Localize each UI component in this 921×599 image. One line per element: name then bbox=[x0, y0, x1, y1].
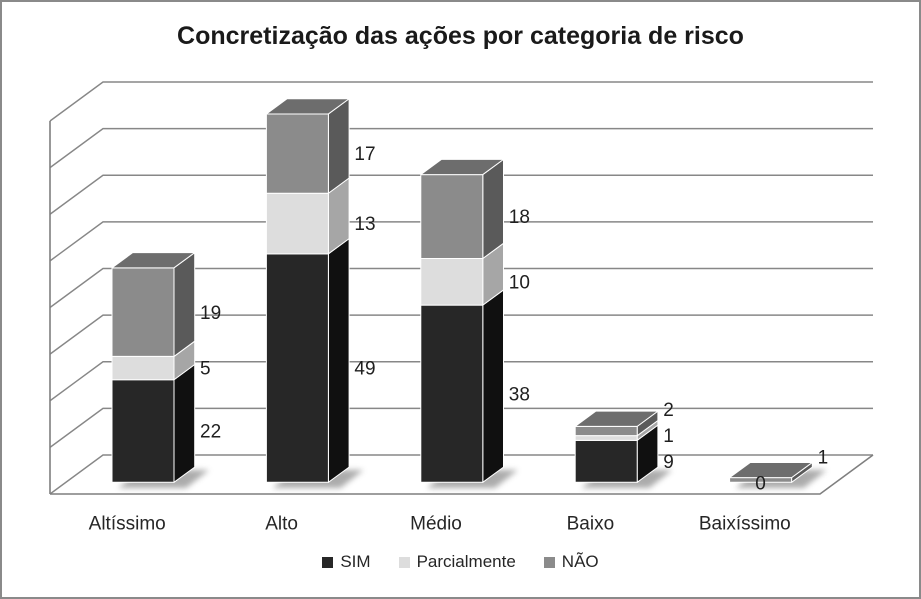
segment-front-face bbox=[111, 355, 175, 381]
category-axis: Altíssimo Alto Médio Baixo Baixíssimo bbox=[89, 514, 791, 535]
gridline bbox=[49, 267, 873, 309]
category-label: Baixíssimo bbox=[699, 514, 791, 535]
value-label: 9 bbox=[663, 452, 674, 473]
value-label: 2 bbox=[663, 400, 674, 421]
segment-side-face bbox=[482, 158, 504, 259]
segment-side-face bbox=[482, 289, 504, 483]
segment-front-face bbox=[265, 192, 329, 255]
segment-top-face bbox=[420, 158, 504, 176]
category-label: Baixo bbox=[567, 514, 615, 535]
segment-não bbox=[111, 252, 196, 357]
legend-swatch-icon bbox=[322, 556, 334, 568]
segment-sim bbox=[574, 424, 659, 483]
legend-item-não: NÃO bbox=[543, 552, 599, 572]
chart-title: Concretização das ações por categoria de… bbox=[177, 22, 744, 50]
segment-front-face bbox=[265, 253, 329, 483]
value-label: 49 bbox=[354, 359, 375, 380]
legend-swatch-icon bbox=[398, 556, 410, 568]
value-label: 18 bbox=[509, 207, 530, 228]
value-label: 19 bbox=[200, 303, 221, 324]
legend-item-sim: SIM bbox=[322, 552, 371, 572]
gridline bbox=[49, 174, 873, 215]
segment-top-face bbox=[574, 410, 659, 427]
segment-side-face bbox=[327, 98, 350, 194]
segment-front-face bbox=[574, 439, 638, 483]
legend-item-parcialmente: Parcialmente bbox=[398, 552, 516, 572]
gridline bbox=[49, 81, 873, 122]
segment-front-face bbox=[420, 174, 484, 259]
value-label: 5 bbox=[200, 359, 211, 380]
legend-label: Parcialmente bbox=[416, 552, 516, 571]
segment-top-face bbox=[111, 252, 196, 269]
value-label: 13 bbox=[354, 214, 375, 235]
bar-altíssimo bbox=[111, 252, 196, 483]
segment-parcialmente bbox=[265, 177, 350, 255]
legend: SIM Parcialmente NÃO bbox=[2, 552, 919, 572]
segment-não bbox=[574, 410, 659, 437]
category-label: Altíssimo bbox=[89, 514, 166, 535]
segment-sim bbox=[420, 289, 504, 483]
segment-top-face bbox=[729, 461, 813, 479]
segment-side-face bbox=[327, 238, 350, 483]
category-label: Médio bbox=[410, 514, 462, 535]
segment-front-face bbox=[420, 304, 484, 483]
gridline bbox=[49, 221, 873, 262]
value-labels: 22 5 19 49 13 17 38 10 18 9 1 2 0 1 bbox=[200, 144, 828, 494]
bar-baixo bbox=[574, 410, 659, 483]
segment-front-face bbox=[111, 379, 175, 483]
segment-front-face bbox=[265, 113, 329, 194]
segment-sim bbox=[265, 238, 350, 483]
bar-alto bbox=[265, 98, 350, 483]
bar-médio bbox=[420, 158, 504, 483]
bar-baixíssimo bbox=[729, 461, 813, 483]
segment-side-face bbox=[173, 364, 196, 483]
value-label: 10 bbox=[509, 272, 530, 293]
segment-front-face bbox=[111, 267, 175, 357]
segment-parcialmente bbox=[111, 340, 196, 381]
legend-swatch-icon bbox=[543, 556, 555, 568]
axes bbox=[49, 121, 874, 495]
category-label: Alto bbox=[265, 514, 298, 535]
segment-sim bbox=[111, 364, 196, 483]
value-label: 38 bbox=[509, 384, 530, 405]
segment-não bbox=[265, 98, 350, 194]
gridline bbox=[49, 314, 873, 355]
bars bbox=[111, 98, 813, 483]
value-label: 1 bbox=[818, 448, 829, 469]
gridline bbox=[49, 127, 873, 169]
gridlines bbox=[49, 81, 873, 495]
value-label: 17 bbox=[354, 144, 375, 165]
segment-front-face bbox=[574, 435, 638, 441]
value-label: 0 bbox=[755, 474, 766, 495]
gridline bbox=[49, 361, 873, 402]
segment-não bbox=[729, 461, 813, 483]
segment-front-face bbox=[420, 258, 484, 306]
value-label: 22 bbox=[200, 422, 221, 443]
value-label: 1 bbox=[663, 426, 674, 447]
gridline bbox=[49, 407, 873, 448]
legend-label: SIM bbox=[340, 552, 371, 571]
floor-edge bbox=[50, 454, 874, 495]
segment-não bbox=[420, 158, 504, 259]
legend-label: NÃO bbox=[561, 552, 599, 571]
segment-side-face bbox=[173, 252, 196, 357]
segment-front-face bbox=[574, 425, 638, 437]
segment-top-face bbox=[265, 98, 350, 115]
